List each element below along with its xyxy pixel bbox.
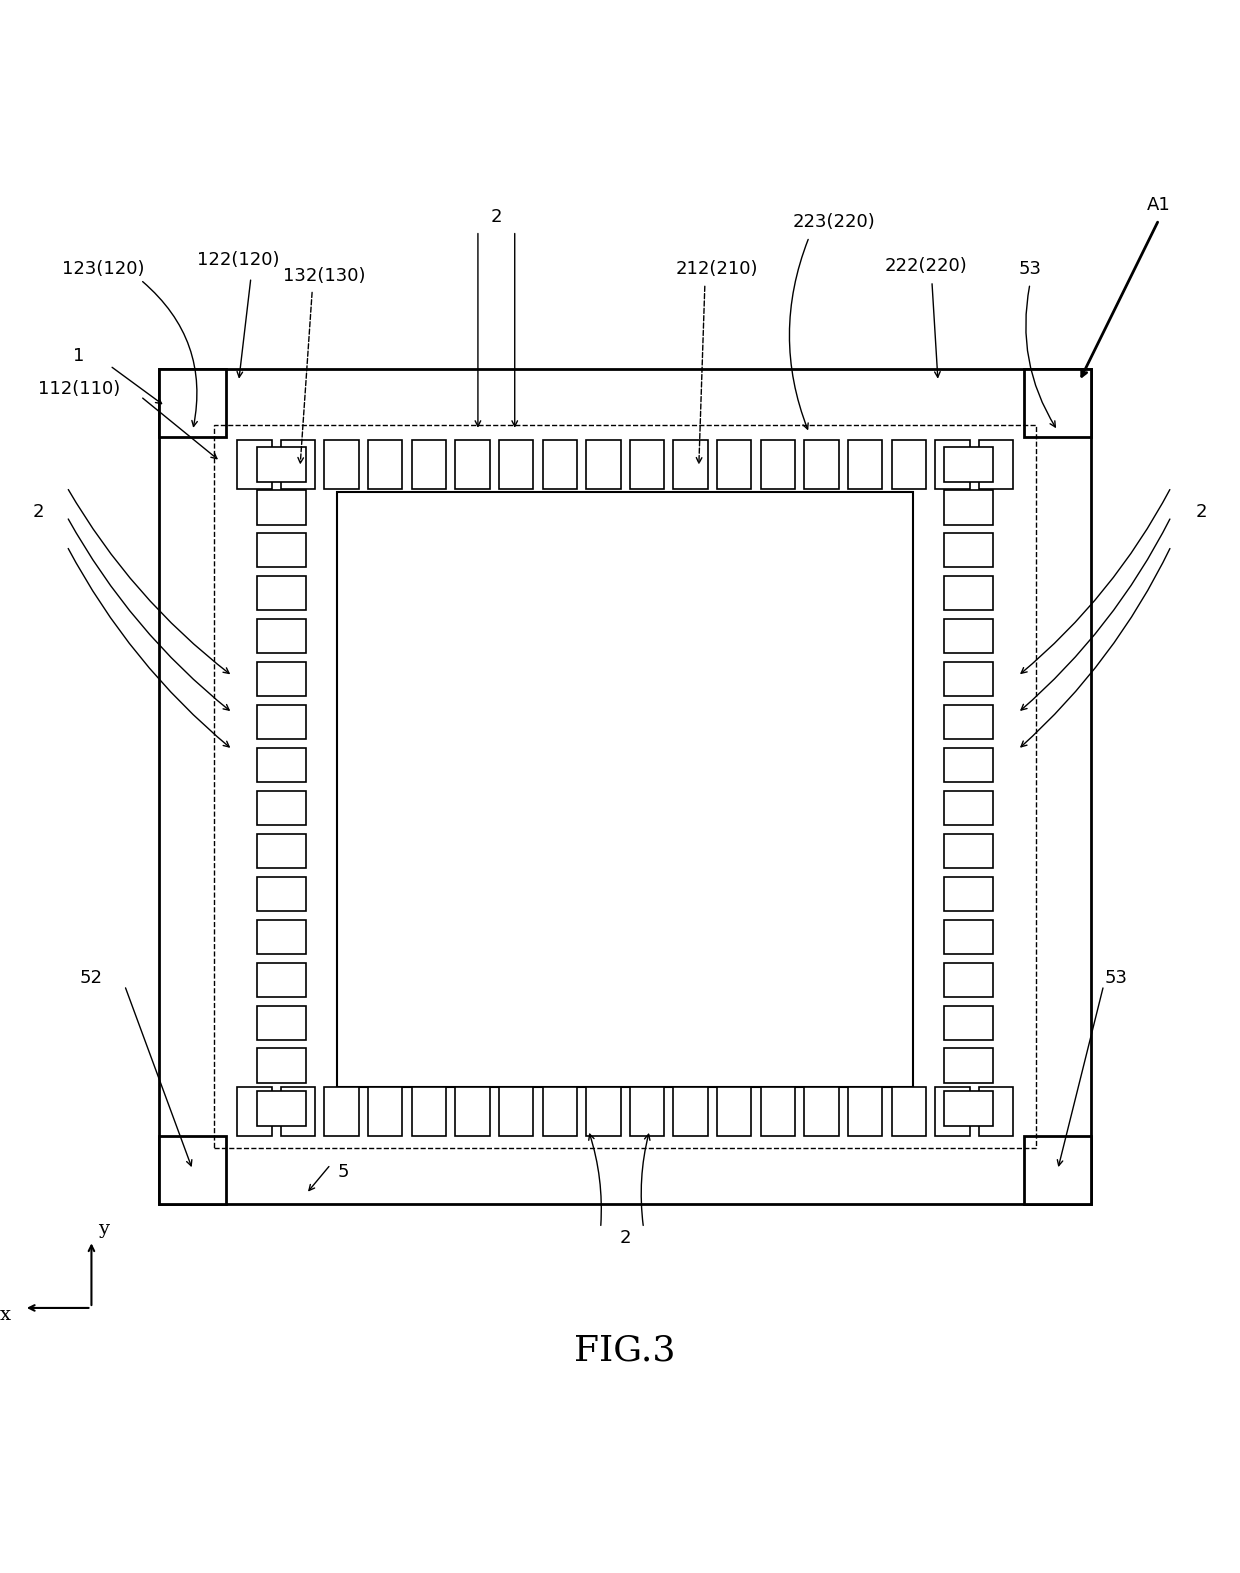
Bar	[368, 1087, 403, 1136]
Text: x: x	[0, 1306, 11, 1324]
Bar	[587, 440, 620, 489]
Bar	[944, 876, 993, 911]
Bar	[944, 620, 993, 653]
Bar	[257, 576, 306, 610]
Text: y: y	[98, 1221, 109, 1238]
Bar	[280, 440, 315, 489]
Bar	[944, 533, 993, 568]
Bar	[237, 1087, 272, 1136]
Bar	[760, 1087, 795, 1136]
Bar	[944, 705, 993, 739]
Text: 2: 2	[33, 503, 45, 521]
Bar	[892, 1087, 926, 1136]
Bar	[673, 1087, 708, 1136]
Text: 222(220): 222(220)	[884, 258, 967, 275]
Bar	[848, 1087, 882, 1136]
Text: 122(120): 122(120)	[197, 252, 280, 269]
Bar	[805, 440, 838, 489]
Bar	[944, 791, 993, 826]
Bar	[227, 1087, 804, 1136]
Bar	[717, 440, 751, 489]
Bar	[587, 1087, 620, 1136]
Bar	[159, 1136, 227, 1203]
Bar	[944, 662, 993, 697]
Bar	[673, 440, 708, 489]
Bar	[325, 440, 358, 489]
Text: 53: 53	[1105, 969, 1127, 986]
Text: 1: 1	[73, 346, 84, 365]
Bar	[257, 705, 306, 739]
Bar	[455, 440, 490, 489]
Bar	[848, 440, 882, 489]
Bar	[159, 370, 227, 437]
Bar	[717, 1087, 751, 1136]
Text: 2: 2	[1197, 503, 1208, 521]
Text: 2: 2	[620, 1229, 631, 1247]
Bar	[257, 1005, 306, 1040]
Bar	[455, 1087, 490, 1136]
Text: FIG.3: FIG.3	[574, 1334, 676, 1369]
Bar	[280, 1087, 315, 1136]
Bar	[257, 747, 306, 782]
Bar	[805, 1087, 838, 1136]
Bar	[543, 1087, 577, 1136]
Bar	[1024, 1136, 1091, 1203]
Bar	[227, 437, 804, 492]
Bar	[257, 834, 306, 868]
Bar	[498, 1087, 533, 1136]
Bar	[412, 1087, 446, 1136]
Bar	[760, 440, 795, 489]
Text: 5: 5	[337, 1162, 348, 1181]
Bar	[892, 440, 926, 489]
Bar	[978, 440, 1013, 489]
Bar	[159, 370, 1091, 1203]
Bar	[498, 440, 533, 489]
Bar	[257, 920, 306, 953]
Bar	[257, 447, 306, 481]
Bar	[227, 541, 337, 1136]
Bar	[257, 533, 306, 568]
Text: 212(210): 212(210)	[676, 260, 759, 278]
Bar	[257, 620, 306, 653]
Bar	[630, 440, 665, 489]
Bar	[944, 447, 993, 481]
Bar	[412, 440, 446, 489]
Bar	[944, 1092, 993, 1126]
Bar	[325, 1087, 358, 1136]
Bar	[215, 425, 1037, 1148]
Text: 112(110): 112(110)	[38, 381, 120, 398]
Text: 52: 52	[79, 969, 103, 986]
Bar	[944, 920, 993, 953]
Bar	[368, 440, 403, 489]
Bar	[257, 791, 306, 826]
Text: 2: 2	[491, 208, 502, 227]
Bar	[944, 1005, 993, 1040]
Text: 123(120): 123(120)	[62, 260, 145, 278]
Bar	[630, 1087, 665, 1136]
Bar	[935, 1087, 970, 1136]
Text: A1: A1	[1147, 197, 1171, 214]
Bar	[914, 541, 1024, 1136]
Bar	[257, 491, 306, 524]
Bar	[237, 440, 272, 489]
Bar	[1024, 370, 1091, 437]
Bar	[944, 747, 993, 782]
Bar	[257, 662, 306, 697]
Text: 132(130): 132(130)	[283, 267, 366, 285]
Bar	[978, 1087, 1013, 1136]
Bar	[257, 1092, 306, 1126]
Bar	[935, 440, 970, 489]
Bar	[257, 963, 306, 997]
Bar	[543, 440, 577, 489]
Bar	[257, 1049, 306, 1082]
Bar	[257, 876, 306, 911]
Bar	[944, 963, 993, 997]
Bar	[944, 1049, 993, 1082]
Bar	[944, 576, 993, 610]
Bar	[337, 492, 914, 1087]
Bar	[944, 834, 993, 868]
Text: 223(220): 223(220)	[792, 212, 875, 231]
Text: 53: 53	[1018, 260, 1042, 278]
Bar	[944, 491, 993, 524]
